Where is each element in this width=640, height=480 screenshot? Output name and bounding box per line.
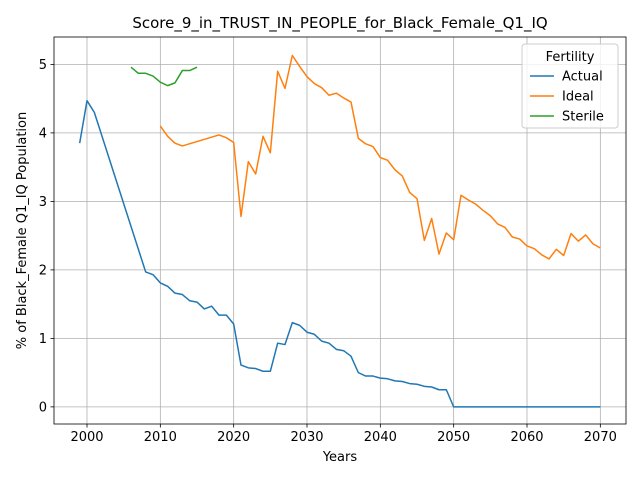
x-tick-label: 2030 [290,430,323,445]
legend-label-sterile: Sterile [562,110,604,125]
y-tick-label: 3 [39,195,47,210]
legend-label-ideal: Ideal [562,90,594,105]
x-tick-label: 2000 [70,430,103,445]
y-tick-label: 0 [39,400,47,415]
x-tick-label: 2010 [144,430,177,445]
x-axis-label: Years [322,450,358,465]
plot-frame [53,36,627,425]
series-line-sterile [130,66,198,87]
legend-title: Fertility [546,50,595,65]
y-axis-label: % of Black_Female Q1_IQ Population [15,112,30,349]
x-tick-label: 2040 [364,430,397,445]
x-tick-label: 2050 [437,430,470,445]
y-tick-label: 2 [39,263,47,278]
y-tick-label: 5 [39,58,47,73]
x-tick-label: 2020 [217,430,250,445]
legend-label-actual: Actual [562,70,603,85]
chart-title: Score_9_in_TRUST_IN_PEOPLE_for_Black_Fem… [132,14,547,33]
series-line-ideal [159,54,601,260]
legend: Fertility Actual Ideal Sterile [521,43,619,129]
ticks: 2000 2010 2020 2030 2040 2050 2060 2070 0 1 2 3 4 5 [39,58,617,445]
series-group [78,54,601,408]
y-tick-label: 1 [39,332,47,347]
x-tick-label: 2060 [510,430,543,445]
y-tick-label: 4 [39,126,47,141]
legend-box [521,43,619,129]
x-tick-label: 2070 [584,430,617,445]
series-line-actual [78,99,601,408]
